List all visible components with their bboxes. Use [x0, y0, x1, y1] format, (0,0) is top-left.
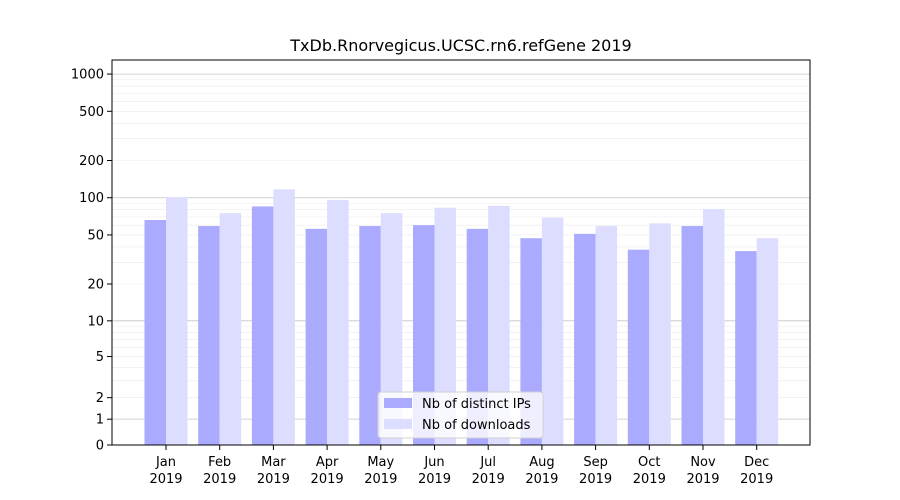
y-axis: 0 1 2 5 10 20 50 100 200 500 1000 [71, 68, 112, 454]
x-tick-label-year: 2019 [311, 472, 344, 487]
x-tick-label-year: 2019 [257, 472, 290, 487]
chart-title: TxDb.Rnorvegicus.UCSC.rn6.refGene 2019 [289, 36, 631, 55]
x-tick-label-month: Jun [423, 455, 444, 470]
legend-box [377, 391, 544, 439]
y-tick-label: 2 [96, 391, 104, 406]
x-tick-label-year: 2019 [686, 472, 719, 487]
bar-downloads [380, 213, 403, 445]
bar-downloads [756, 238, 779, 445]
y-tick-label: 5 [96, 350, 104, 365]
x-tick-label-year: 2019 [203, 472, 236, 487]
x-tick-label-year: 2019 [633, 472, 666, 487]
x-tick-label-month: Apr [316, 455, 339, 470]
bar-distinct-ips [198, 226, 220, 445]
x-tick-label-month: Jul [479, 455, 496, 470]
legend: Nb of distinct IPs Nb of downloads [377, 391, 544, 439]
y-tick-label: 500 [79, 105, 104, 120]
y-tick-label: 1000 [71, 68, 104, 83]
y-tick-label: 1 [96, 413, 104, 428]
bar-downloads [434, 207, 456, 445]
bar-downloads [703, 209, 725, 445]
plot-frame [111, 59, 811, 446]
legend-label-distinct-ips: Nb of distinct IPs [422, 397, 531, 412]
bar-downloads [166, 197, 188, 445]
bar-downloads [488, 205, 510, 445]
bar-distinct-ips [574, 233, 596, 445]
x-tick-label-month: Mar [261, 455, 286, 470]
x-tick-label-year: 2019 [364, 472, 397, 487]
bars [144, 189, 779, 445]
bar-downloads [273, 189, 295, 445]
bar-distinct-ips [413, 225, 435, 445]
bar-downloads [327, 199, 349, 445]
y-tick-label: 20 [87, 278, 104, 293]
x-tick-label-month: May [367, 455, 394, 470]
bar-distinct-ips [681, 226, 703, 445]
x-tick-label-year: 2019 [525, 472, 558, 487]
x-tick-label-year: 2019 [472, 472, 505, 487]
x-tick-label-month: Sep [583, 455, 608, 470]
legend-label-downloads: Nb of downloads [422, 418, 531, 433]
x-tick-label-month: Jan [155, 455, 176, 470]
bar-distinct-ips [359, 226, 381, 445]
x-tick-label-year: 2019 [740, 472, 773, 487]
x-axis: Jan 2019 Feb 2019 Mar 2019 Apr 2019 May 2019 Jun 20… [149, 445, 773, 487]
bar-downloads [595, 226, 618, 445]
x-tick-label-month: Aug [529, 455, 554, 470]
bar-distinct-ips [144, 220, 166, 445]
bar-distinct-ips [627, 249, 650, 445]
y-tick-label: 10 [87, 314, 104, 329]
legend-swatch-distinct-ips [384, 398, 412, 408]
y-tick-label: 0 [96, 439, 104, 454]
legend-swatch-downloads [384, 419, 412, 429]
x-tick-label-year: 2019 [149, 472, 182, 487]
y-tick-label: 100 [79, 191, 104, 206]
x-tick-label-year: 2019 [579, 472, 612, 487]
bar-downloads [541, 217, 564, 445]
x-tick-label-month: Feb [208, 455, 231, 470]
x-tick-label-month: Dec [744, 455, 769, 470]
bar-distinct-ips [735, 251, 757, 445]
bar-distinct-ips [466, 228, 489, 445]
bar-distinct-ips [251, 206, 274, 445]
x-tick-label-month: Oct [638, 455, 660, 470]
x-tick-label-month: Nov [690, 455, 716, 470]
bar-downloads [219, 213, 242, 445]
y-tick-label: 50 [87, 228, 104, 243]
x-tick-label-year: 2019 [418, 472, 451, 487]
y-tick-label: 200 [79, 154, 104, 169]
bar-distinct-ips [305, 228, 328, 445]
bar-downloads [649, 223, 671, 445]
